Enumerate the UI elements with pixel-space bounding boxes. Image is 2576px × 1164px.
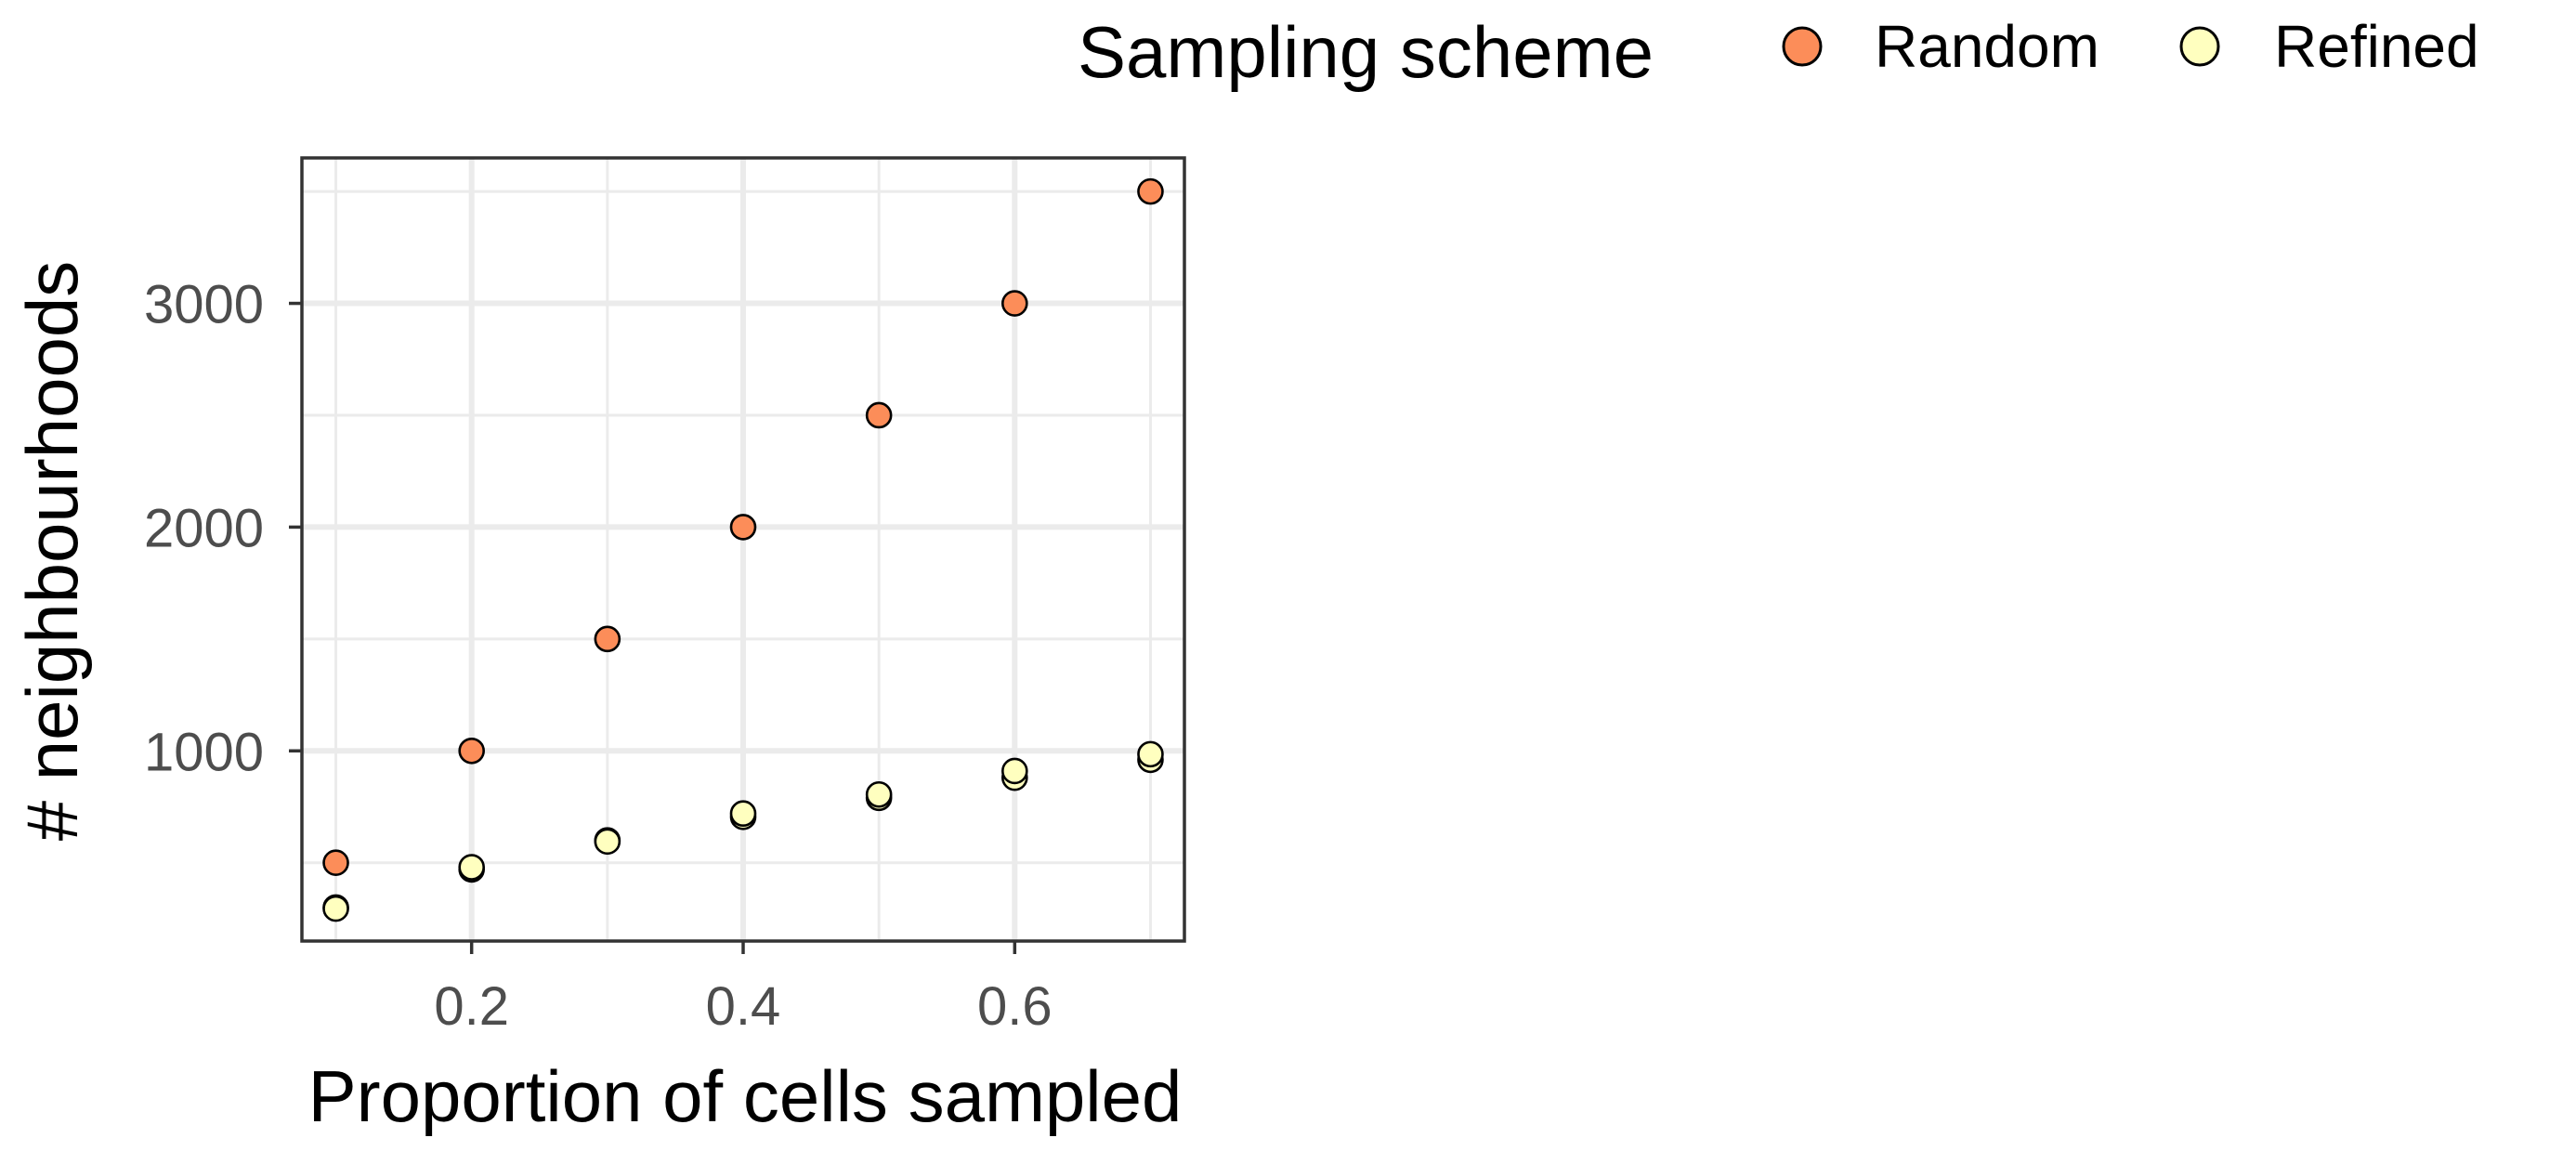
y-tick-label: 2000 xyxy=(144,498,264,558)
point-refined xyxy=(322,895,349,922)
point-refined xyxy=(458,854,485,881)
point-random xyxy=(322,849,349,877)
legend-label-refined: Refined xyxy=(2274,13,2479,80)
x-axis-title: Proportion of cells sampled xyxy=(308,1055,1183,1137)
point-random xyxy=(458,737,485,765)
y-tick-label: 1000 xyxy=(144,722,264,782)
x-tick-label: 0.4 xyxy=(706,976,781,1037)
y-tick-label: 3000 xyxy=(144,275,264,335)
legend: Sampling scheme Random Refined xyxy=(1078,11,2479,93)
point-random xyxy=(729,514,757,541)
point-random xyxy=(1137,177,1164,205)
point-refined xyxy=(729,800,757,828)
x-tick-label: 0.6 xyxy=(977,976,1053,1037)
point-refined xyxy=(1137,740,1164,768)
legend-key-random xyxy=(1782,26,1823,67)
legend-key-refined xyxy=(2179,26,2220,67)
legend-title: Sampling scheme xyxy=(1078,11,1654,93)
x-tick-label: 0.2 xyxy=(434,976,509,1037)
point-random xyxy=(1001,290,1028,317)
point-refined xyxy=(1001,757,1028,785)
point-random xyxy=(865,401,893,429)
y-axis-title: # neighbourhoods xyxy=(11,261,93,842)
plot-area: 0.2 0.4 0.6 1000 2000 3000 xyxy=(144,156,1186,1037)
point-refined xyxy=(865,780,893,808)
point-refined xyxy=(594,828,621,856)
legend-label-random: Random xyxy=(1875,13,2099,80)
point-random xyxy=(594,625,621,653)
